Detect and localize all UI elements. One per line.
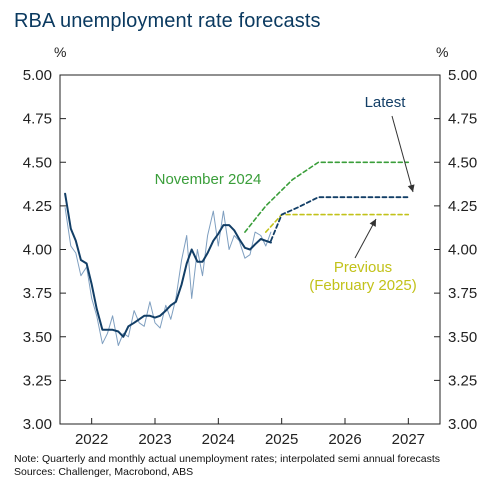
arrow-previous-shaft: [354, 218, 377, 259]
x-tick-label-3: 2025: [265, 431, 298, 448]
y-tick-label-right-4: 4.00: [448, 242, 477, 259]
annotation-previous: Previous: [334, 259, 392, 276]
chart-footnote: Note: Quarterly and monthly actual unemp…: [14, 453, 440, 479]
note-text: Note: Quarterly and monthly actual unemp…: [14, 453, 441, 465]
y-tick-label-right-8: 5.00: [448, 67, 477, 84]
right-axis-unit: %: [436, 44, 449, 60]
y-tick-label-left-7: 4.75: [23, 111, 52, 128]
y-tick-label-left-5: 4.25: [23, 198, 52, 215]
series-line-november-2024: [244, 161, 410, 233]
series-line-latest: [64, 192, 272, 338]
y-tick-label-left-6: 4.50: [23, 154, 52, 171]
series-line-latest-forecast: [269, 196, 410, 242]
y-tick-label-left-0: 3.00: [23, 416, 52, 433]
sources-text: Sources: Challenger, Macrobond, ABS: [14, 466, 194, 478]
y-tick-label-left-2: 3.50: [23, 329, 52, 346]
arrow-previous-head: [369, 219, 376, 227]
arrow-latest-head: [407, 184, 415, 192]
annotation-latest: Latest: [365, 94, 407, 111]
chart-title: RBA unemployment rate forecasts: [14, 10, 321, 32]
annotation-february-2025: (February 2025): [309, 277, 417, 294]
series-line-previous-february-2025-: [264, 213, 410, 233]
series-line-monthly: [64, 207, 272, 346]
y-tick-label-right-7: 4.75: [448, 111, 477, 128]
annotation-november-2024: November 2024: [155, 171, 262, 188]
arrow-latest-shaft: [391, 115, 414, 193]
y-tick-label-left-4: 4.00: [23, 242, 52, 259]
y-tick-label-right-1: 3.25: [448, 372, 477, 389]
y-tick-label-left-8: 5.00: [23, 67, 52, 84]
x-tick-label-0: 2022: [75, 431, 108, 448]
x-tick-label-2: 2024: [202, 431, 235, 448]
y-tick-label-right-0: 3.00: [448, 416, 477, 433]
y-tick-label-right-6: 4.50: [448, 154, 477, 171]
y-tick-label-left-1: 3.25: [23, 372, 52, 389]
x-tick-label-4: 2026: [328, 431, 361, 448]
y-tick-label-right-5: 4.25: [448, 198, 477, 215]
x-tick-label-1: 2023: [138, 431, 171, 448]
y-tick-label-right-3: 3.75: [448, 285, 477, 302]
x-tick-label-5: 2027: [392, 431, 425, 448]
y-tick-label-right-2: 3.50: [448, 329, 477, 346]
y-tick-label-left-3: 3.75: [23, 285, 52, 302]
left-axis-unit: %: [54, 44, 67, 60]
